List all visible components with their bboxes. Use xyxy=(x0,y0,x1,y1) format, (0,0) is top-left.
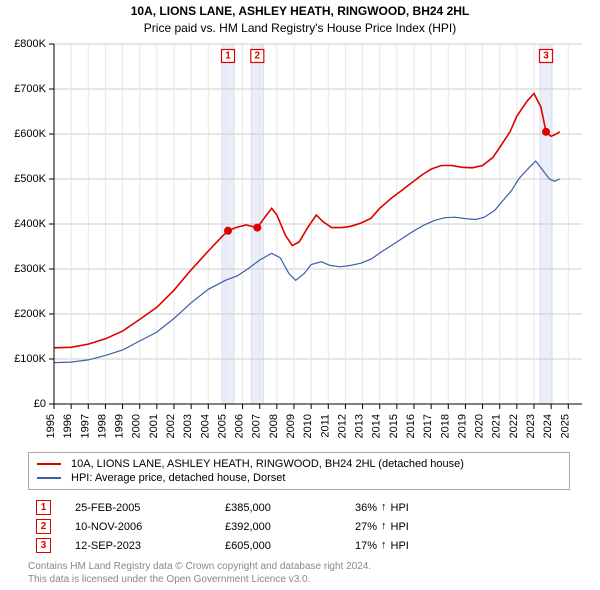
sales-row-2: 2 10-NOV-2006 £392,000 27% ↑ HPI xyxy=(28,517,568,536)
svg-text:1996: 1996 xyxy=(62,414,74,438)
sales-delta-pct-1: 36% xyxy=(355,502,377,514)
legend-swatch-property xyxy=(37,463,61,465)
svg-text:1997: 1997 xyxy=(79,414,91,438)
svg-text:2020: 2020 xyxy=(474,414,486,438)
svg-text:2005: 2005 xyxy=(216,414,228,438)
svg-text:1999: 1999 xyxy=(114,414,126,438)
chart-title: 10A, LIONS LANE, ASHLEY HEATH, RINGWOOD,… xyxy=(0,4,600,20)
svg-text:1995: 1995 xyxy=(45,414,57,438)
svg-text:2002: 2002 xyxy=(165,414,177,438)
svg-text:2022: 2022 xyxy=(508,414,520,438)
svg-text:2024: 2024 xyxy=(542,414,554,438)
svg-text:2011: 2011 xyxy=(319,414,331,438)
svg-text:2014: 2014 xyxy=(371,414,383,438)
svg-text:2018: 2018 xyxy=(439,414,451,438)
sales-delta-label-2: HPI xyxy=(391,521,409,533)
svg-text:2025: 2025 xyxy=(559,414,571,438)
legend-row-hpi: HPI: Average price, detached house, Dors… xyxy=(29,471,569,485)
svg-text:2009: 2009 xyxy=(285,414,297,438)
svg-text:2: 2 xyxy=(255,51,261,62)
sales-price-3: £605,000 xyxy=(225,540,355,552)
svg-text:2000: 2000 xyxy=(131,414,143,438)
svg-text:£100K: £100K xyxy=(14,353,46,365)
sales-table: 1 25-FEB-2005 £385,000 36% ↑ HPI 2 10-NO… xyxy=(28,498,568,555)
chart-titles: 10A, LIONS LANE, ASHLEY HEATH, RINGWOOD,… xyxy=(0,0,600,36)
svg-text:2008: 2008 xyxy=(268,414,280,438)
legend: 10A, LIONS LANE, ASHLEY HEATH, RINGWOOD,… xyxy=(28,452,570,490)
legend-label-property: 10A, LIONS LANE, ASHLEY HEATH, RINGWOOD,… xyxy=(71,458,464,470)
svg-text:2023: 2023 xyxy=(525,414,537,438)
svg-text:2001: 2001 xyxy=(148,414,160,438)
svg-text:2006: 2006 xyxy=(234,414,246,438)
sales-row-3: 3 12-SEP-2023 £605,000 17% ↑ HPI xyxy=(28,536,568,555)
svg-text:2015: 2015 xyxy=(388,414,400,438)
sales-price-2: £392,000 xyxy=(225,521,355,533)
sales-delta-pct-3: 17% xyxy=(355,540,377,552)
legend-swatch-hpi xyxy=(37,477,61,479)
svg-text:£200K: £200K xyxy=(14,308,46,320)
svg-text:£0: £0 xyxy=(34,398,46,410)
svg-text:£800K: £800K xyxy=(14,38,46,50)
svg-text:2013: 2013 xyxy=(354,414,366,438)
svg-text:£700K: £700K xyxy=(14,83,46,95)
svg-text:2021: 2021 xyxy=(491,414,503,438)
up-arrow-icon: ↑ xyxy=(381,521,387,532)
chart-area: £0£100K£200K£300K£400K£500K£600K£700K£80… xyxy=(54,44,582,404)
sales-date-3: 12-SEP-2023 xyxy=(75,540,225,552)
svg-text:1998: 1998 xyxy=(96,414,108,438)
up-arrow-icon: ↑ xyxy=(381,540,387,551)
sales-delta-label-1: HPI xyxy=(391,502,409,514)
sales-date-1: 25-FEB-2005 xyxy=(75,502,225,514)
svg-text:2016: 2016 xyxy=(405,414,417,438)
legend-row-property: 10A, LIONS LANE, ASHLEY HEATH, RINGWOOD,… xyxy=(29,457,569,471)
sales-marker-1: 1 xyxy=(36,500,51,515)
svg-text:1: 1 xyxy=(225,51,231,62)
sales-price-1: £385,000 xyxy=(225,502,355,514)
sales-date-2: 10-NOV-2006 xyxy=(75,521,225,533)
footer-line-1: Contains HM Land Registry data © Crown c… xyxy=(28,560,568,573)
chart-subtitle: Price paid vs. HM Land Registry's House … xyxy=(0,21,600,37)
svg-text:£300K: £300K xyxy=(14,263,46,275)
sales-marker-2: 2 xyxy=(36,519,51,534)
svg-text:2010: 2010 xyxy=(302,414,314,438)
svg-text:2003: 2003 xyxy=(182,414,194,438)
svg-text:2007: 2007 xyxy=(251,414,263,438)
svg-text:£400K: £400K xyxy=(14,218,46,230)
sales-delta-1: 36% ↑ HPI xyxy=(355,502,409,514)
sales-delta-label-3: HPI xyxy=(391,540,409,552)
footer: Contains HM Land Registry data © Crown c… xyxy=(28,560,568,586)
sales-marker-3: 3 xyxy=(36,538,51,553)
sales-row-1: 1 25-FEB-2005 £385,000 36% ↑ HPI xyxy=(28,498,568,517)
svg-text:£500K: £500K xyxy=(14,173,46,185)
sales-delta-3: 17% ↑ HPI xyxy=(355,540,409,552)
up-arrow-icon: ↑ xyxy=(381,502,387,513)
svg-text:2004: 2004 xyxy=(199,414,211,438)
chart-svg: £0£100K£200K£300K£400K£500K£600K£700K£80… xyxy=(54,44,582,404)
svg-text:2012: 2012 xyxy=(336,414,348,438)
sales-delta-pct-2: 27% xyxy=(355,521,377,533)
footer-line-2: This data is licensed under the Open Gov… xyxy=(28,573,568,586)
sales-delta-2: 27% ↑ HPI xyxy=(355,521,409,533)
legend-label-hpi: HPI: Average price, detached house, Dors… xyxy=(71,472,285,484)
svg-text:2017: 2017 xyxy=(422,414,434,438)
svg-text:3: 3 xyxy=(543,51,549,62)
svg-text:£600K: £600K xyxy=(14,128,46,140)
svg-text:2019: 2019 xyxy=(456,414,468,438)
